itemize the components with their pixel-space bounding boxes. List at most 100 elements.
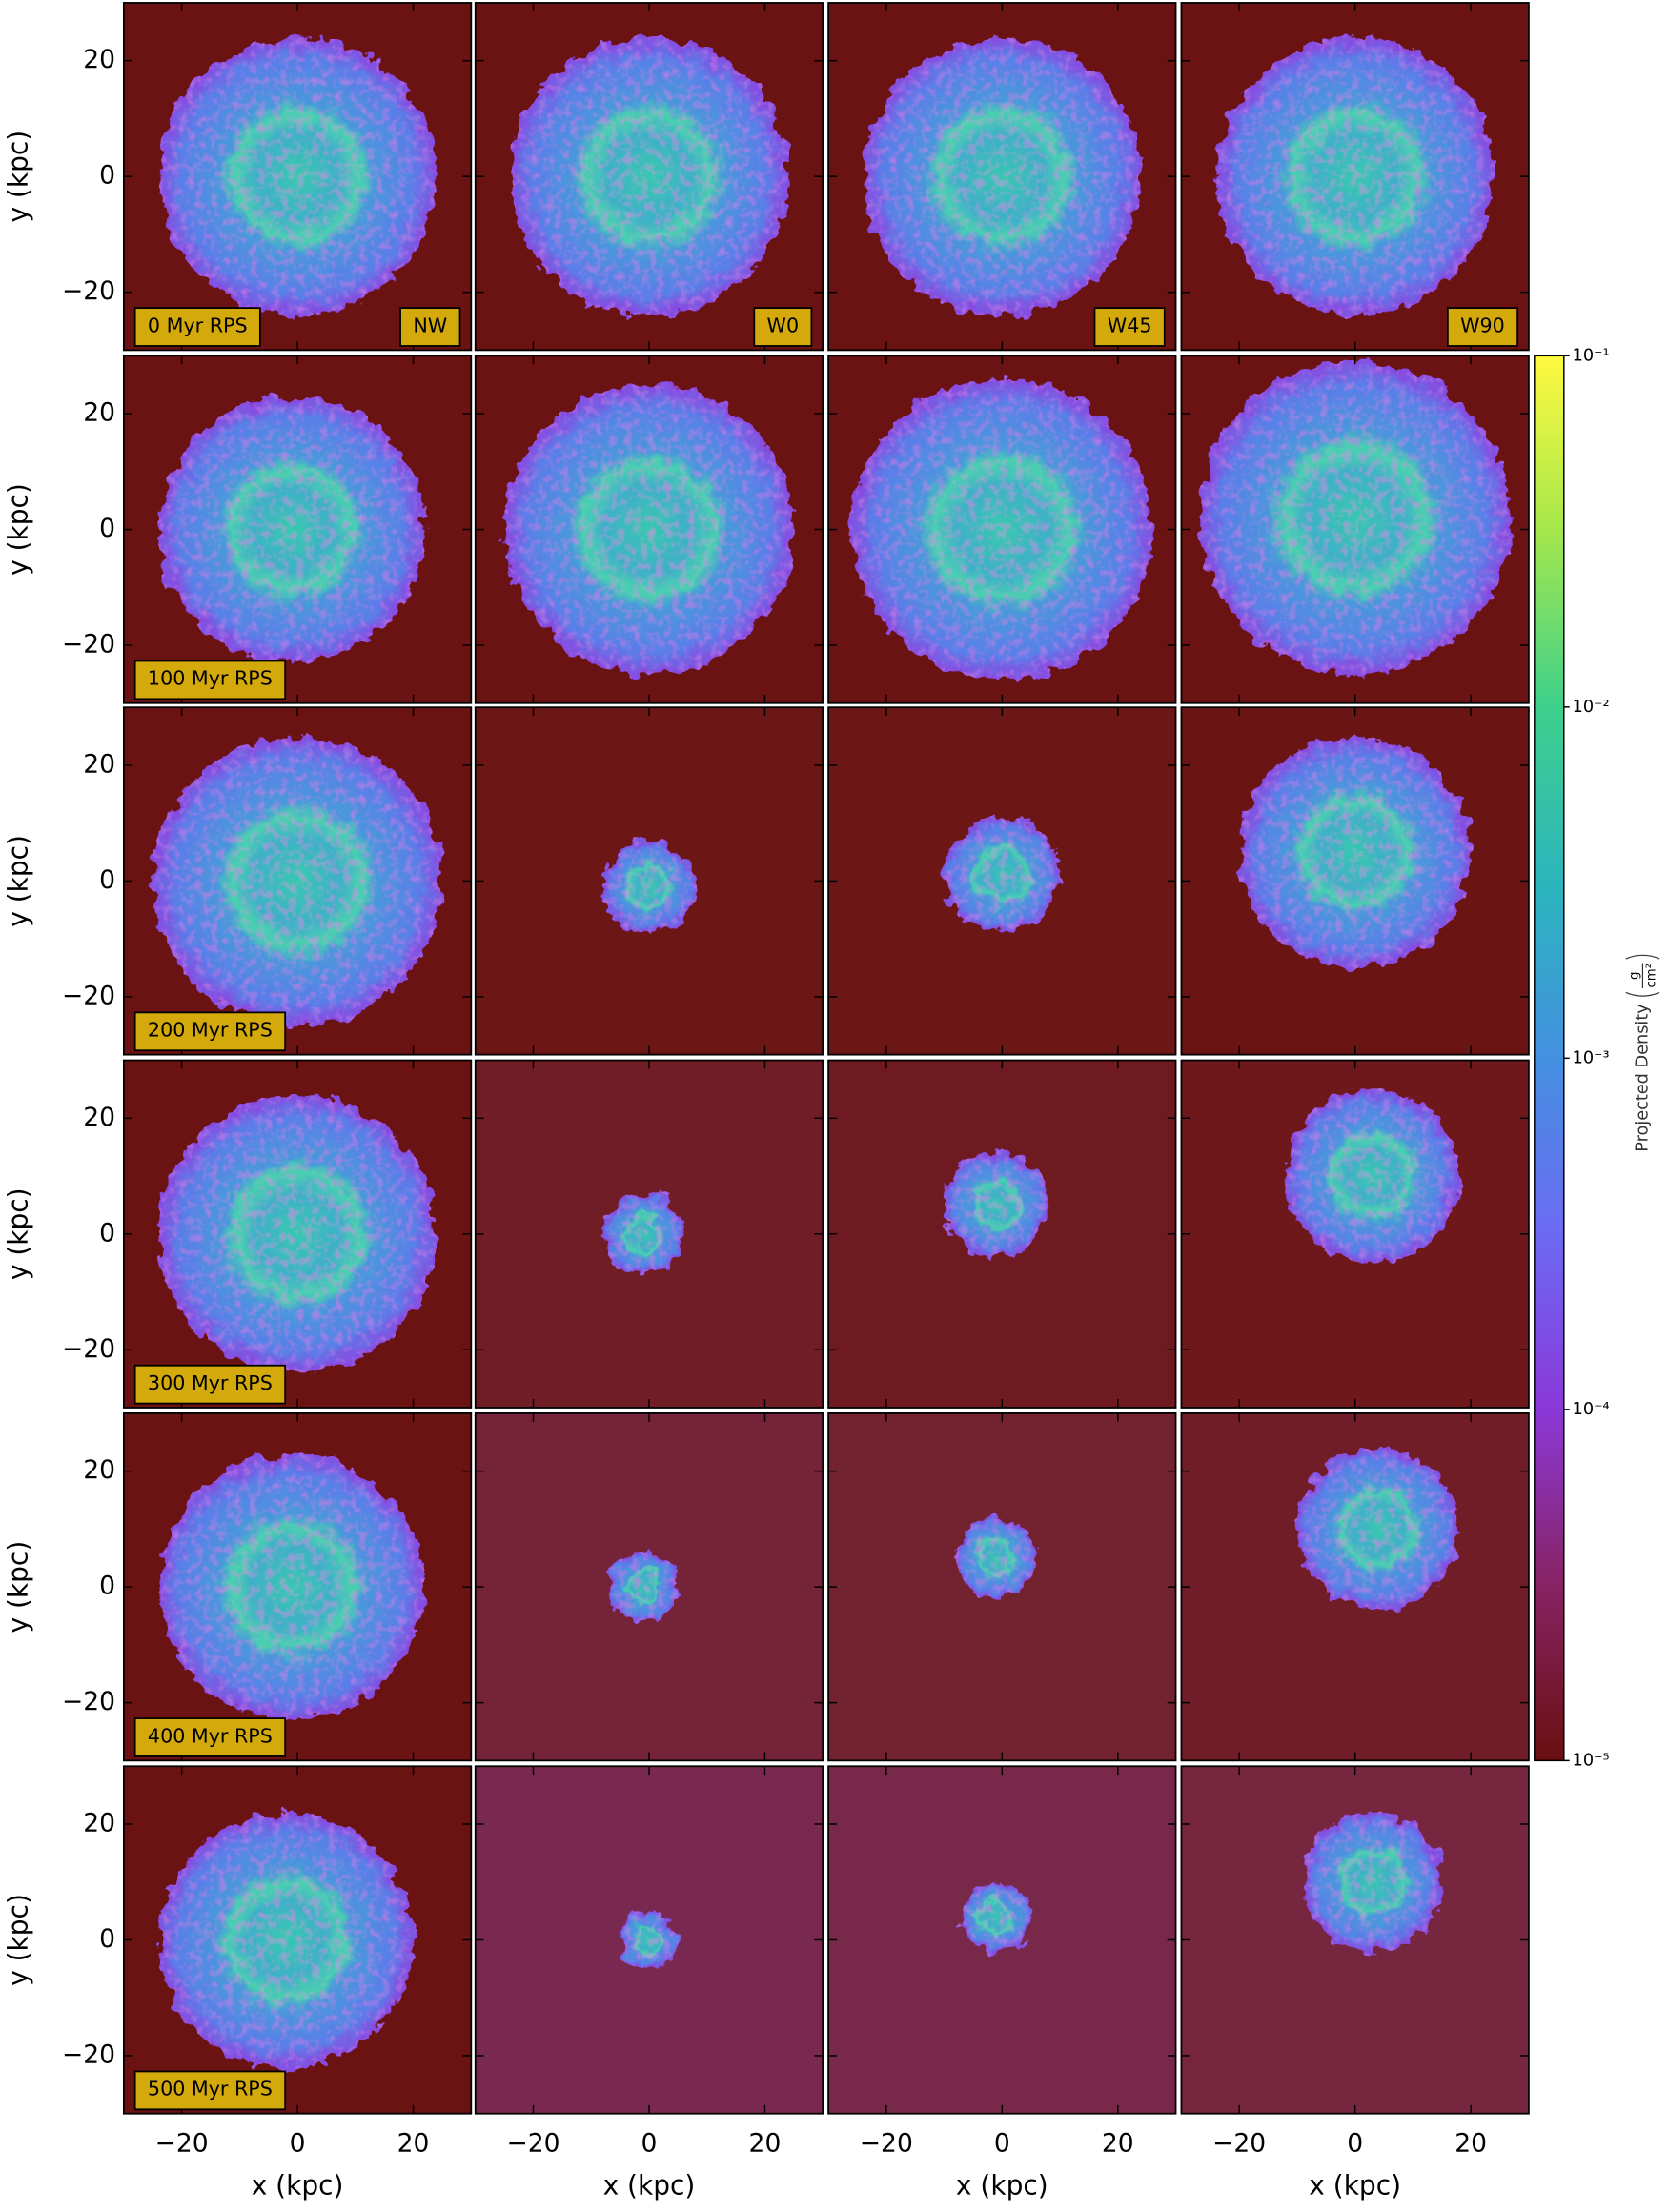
- gas-disk: [961, 1881, 1031, 1952]
- x-tick-label: 0: [1347, 2129, 1363, 2159]
- y-tick-label: 20: [83, 45, 115, 74]
- gas-disk: [1215, 37, 1495, 315]
- panel-label-box: [1093, 307, 1166, 347]
- gas-disk: [158, 1812, 414, 2068]
- panel: [474, 1765, 824, 2115]
- panel: [1180, 1059, 1530, 1409]
- panel-label-box: [1446, 307, 1518, 347]
- panel-label-text: 100 Myr RPS: [148, 667, 273, 690]
- panel: [122, 706, 473, 1056]
- y-tick-label: 20: [83, 1809, 115, 1838]
- x-tick-label: −20: [1212, 2129, 1266, 2159]
- y-tick-label: 20: [83, 1455, 115, 1485]
- panel-label-box: [133, 1717, 287, 1757]
- y-tick-label: 0: [99, 865, 115, 895]
- gas-disk: [602, 1193, 684, 1275]
- gas-disk: [944, 1152, 1048, 1258]
- gas-disk: [1296, 1448, 1460, 1611]
- panel-label: W0: [753, 307, 813, 347]
- x-tick-label: 0: [290, 2129, 306, 2159]
- gas-disk: [863, 37, 1142, 315]
- panel-label-box: [133, 660, 287, 700]
- panel: [1180, 706, 1530, 1056]
- panel-label-box: [753, 307, 813, 347]
- panel-label-text: 300 Myr RPS: [148, 1371, 273, 1394]
- panel: [122, 1765, 473, 2115]
- x-axis-label: x (kpc): [956, 2169, 1048, 2201]
- panel: [474, 706, 824, 1056]
- gas-disk: [158, 1453, 425, 1720]
- panel-label: 300 Myr RPS: [133, 1364, 287, 1405]
- y-tick-label: −20: [62, 630, 115, 660]
- gas-disk: [1198, 361, 1512, 675]
- panel-label-box: [133, 1011, 287, 1052]
- gas-disk: [608, 1552, 679, 1622]
- panel: [827, 1412, 1177, 1762]
- panel: [122, 1412, 473, 1762]
- y-axis-label: y (kpc): [3, 1894, 34, 1986]
- y-tick-label: 20: [83, 1103, 115, 1132]
- colorbar-tick-label: 10⁻³: [1573, 1048, 1610, 1067]
- y-tick-label: 0: [99, 1572, 115, 1601]
- panel-label-box: [133, 2070, 287, 2111]
- y-tick-label: −20: [62, 1687, 115, 1716]
- x-tick-label: −20: [860, 2129, 913, 2159]
- y-tick-label: 0: [99, 161, 115, 191]
- panel: [122, 1059, 473, 1409]
- panel-label-text: W0: [767, 314, 800, 336]
- gas-disk: [955, 1517, 1037, 1599]
- gas-disk: [158, 37, 437, 315]
- panel-label-box: [133, 307, 261, 347]
- x-tick-label: 0: [994, 2129, 1010, 2159]
- colorbar-tick-label: 10⁻¹: [1573, 346, 1610, 365]
- panel-label-text: W90: [1460, 314, 1505, 336]
- x-tick-label: 20: [397, 2129, 430, 2159]
- gas-disk: [1239, 736, 1472, 968]
- y-axis-label: y (kpc): [3, 1541, 34, 1634]
- panel-label: 500 Myr RPS: [133, 2070, 287, 2111]
- gas-disk: [1285, 1088, 1460, 1264]
- y-tick-label: 0: [99, 1924, 115, 1954]
- x-tick-label: 20: [1102, 2129, 1134, 2159]
- panel-label: NW: [399, 307, 461, 347]
- colorbar-unit-numerator: g: [1628, 972, 1642, 980]
- y-tick-label: −20: [62, 276, 115, 306]
- panel: [474, 355, 824, 704]
- colorbar-tick-label: 10⁻⁵: [1573, 1751, 1610, 1770]
- colorbar-tick-label: 10⁻⁴: [1573, 1400, 1610, 1419]
- colorbar-unit-denominator: cm²: [1644, 964, 1658, 988]
- panel: [1180, 355, 1530, 704]
- gas-disk: [158, 1094, 437, 1373]
- x-tick-label: 20: [1454, 2129, 1487, 2159]
- y-tick-label: −20: [62, 1334, 115, 1364]
- panel-label-text: 200 Myr RPS: [148, 1019, 273, 1042]
- colorbar-label: Projected Density g cm²: [1625, 954, 1660, 1152]
- panel-label-box: [133, 1364, 287, 1405]
- x-axis-label: x (kpc): [252, 2169, 344, 2201]
- panel-label-text: 400 Myr RPS: [148, 1724, 273, 1747]
- panel-label: 0 Myr RPS: [133, 307, 261, 347]
- x-tick-label: −20: [155, 2129, 209, 2159]
- x-tick-label: 20: [749, 2129, 782, 2159]
- panel: [1180, 2, 1530, 352]
- y-axis-label: y (kpc): [3, 483, 34, 576]
- gas-disk: [153, 736, 442, 1026]
- colorbar-unit-paren: [1625, 954, 1660, 997]
- gas-disk: [158, 396, 425, 663]
- panel: [474, 2, 824, 352]
- panel: [474, 1059, 824, 1409]
- y-tick-label: 0: [99, 1218, 115, 1248]
- panel: [1180, 1765, 1530, 2115]
- gas-disk: [504, 384, 794, 675]
- panel: [827, 1059, 1177, 1409]
- panel-label-box: [399, 307, 461, 347]
- panel-label: 100 Myr RPS: [133, 660, 287, 700]
- panel: [827, 355, 1177, 704]
- panel: [827, 1765, 1177, 2115]
- panel-label: W90: [1446, 307, 1518, 347]
- y-tick-label: −20: [62, 981, 115, 1010]
- gas-disk: [1303, 1812, 1442, 1952]
- gas-disk: [851, 378, 1153, 680]
- gas-disk: [510, 37, 788, 315]
- panel-label-text: 500 Myr RPS: [148, 2078, 273, 2100]
